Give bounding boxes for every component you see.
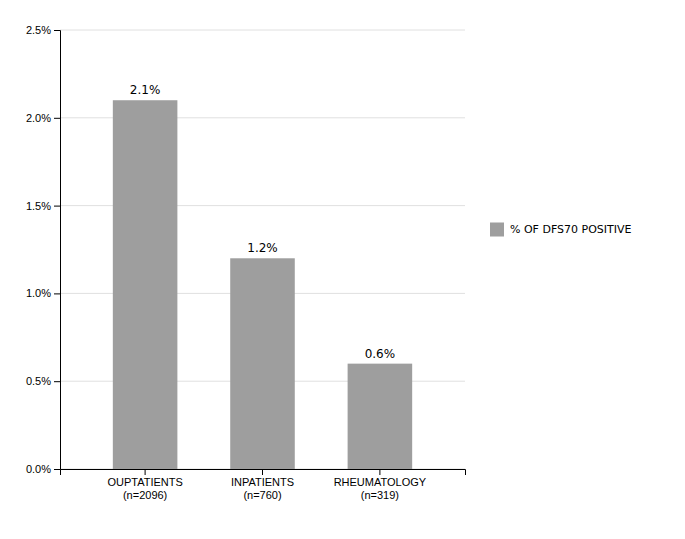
y-tick-mark (54, 381, 60, 382)
y-tick-mark (54, 30, 60, 31)
x-tick-label: INPATIENTS(n=760) (231, 476, 294, 501)
data-labels: 2.1% 1.2% 0.6% (130, 83, 395, 360)
y-tick-mark (54, 293, 60, 294)
y-tick-label: 0.5% (26, 375, 51, 387)
chart: 0.0% 0.5% 1.0% 1.5% 2.0% 2.5% OUPTATIENTS(n=20… (0, 0, 685, 539)
grid (60, 30, 465, 469)
y-tick-mark (54, 206, 60, 207)
y-axis-line (54, 31, 61, 470)
x-tick-label: OUPTATIENTS(n=2096) (107, 476, 182, 501)
x-tick-mark (145, 469, 146, 475)
legend-label: % OF DFS70 POSITIVE (510, 223, 632, 236)
y-tick: 1.5% (26, 200, 60, 212)
data-label: 0.6% (365, 347, 396, 361)
y-axis: 0.0% 0.5% 1.0% 1.5% 2.0% 2.5% (26, 24, 61, 475)
y-tick: 2.0% (26, 112, 60, 124)
legend: % OF DFS70 POSITIVE (490, 223, 632, 237)
x-tick-label: RHEUMATOLOGY(n=319) (334, 476, 427, 501)
y-tick-label: 0.0% (26, 463, 51, 475)
bar (348, 364, 413, 469)
plot-area: 0.0% 0.5% 1.0% 1.5% 2.0% 2.5% OUPTATIENTS(n=20… (26, 24, 466, 501)
legend-swatch (490, 223, 504, 237)
x-axis-line (61, 470, 466, 476)
x-tick: INPATIENTS(n=760) (231, 469, 294, 501)
y-tick-label: 1.5% (26, 200, 51, 212)
y-tick-label: 2.0% (26, 112, 51, 124)
y-tick-label: 2.5% (26, 24, 51, 36)
y-tick: 0.0% (26, 463, 60, 475)
data-label: 1.2% (247, 241, 278, 255)
y-tick: 0.5% (26, 375, 60, 387)
x-tick-mark (379, 469, 380, 475)
bars (113, 100, 412, 469)
bar (113, 100, 178, 469)
y-tick-mark (54, 118, 60, 119)
grid-line (60, 30, 465, 31)
x-tick-mark (262, 469, 263, 475)
y-tick-mark (54, 469, 60, 470)
data-label: 2.1% (130, 83, 161, 97)
legend-item: % OF DFS70 POSITIVE (490, 223, 632, 237)
y-tick: 2.5% (26, 24, 60, 36)
bar (230, 258, 295, 469)
x-axis: OUPTATIENTS(n=2096) INPATIENTS(n=760) RHEU… (61, 469, 466, 501)
y-tick-label: 1.0% (26, 287, 51, 299)
x-tick: RHEUMATOLOGY(n=319) (334, 469, 427, 501)
x-tick: OUPTATIENTS(n=2096) (107, 469, 182, 501)
y-tick: 1.0% (26, 287, 60, 299)
